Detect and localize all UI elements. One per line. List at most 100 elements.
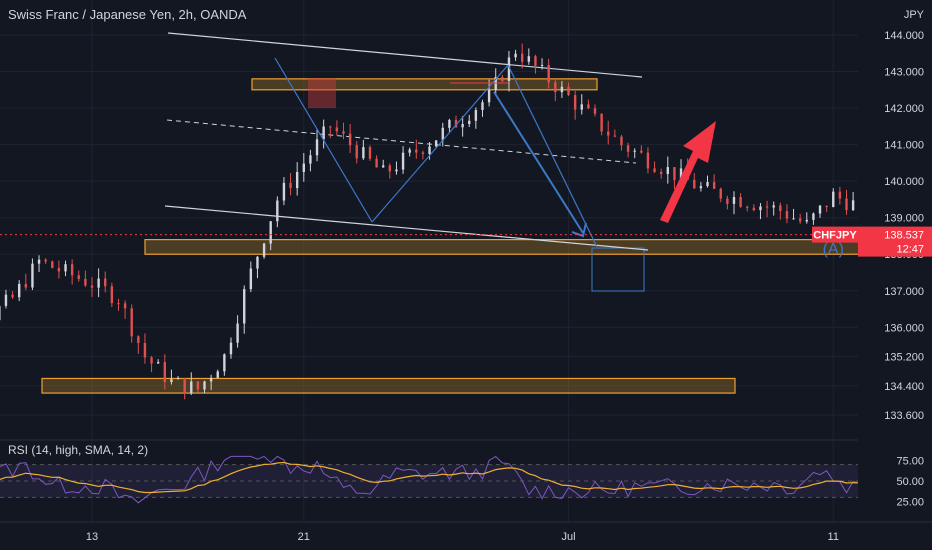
candle-body — [547, 64, 550, 83]
candle-body — [0, 305, 1, 321]
candle-body — [600, 113, 603, 132]
candle-body — [84, 278, 87, 286]
candle-body — [209, 377, 213, 382]
candle-body — [739, 197, 742, 207]
supply-box — [308, 78, 336, 108]
candle-body — [382, 165, 385, 168]
candle-body — [375, 158, 378, 168]
candle-body — [653, 168, 656, 172]
candle-body — [712, 182, 716, 189]
annotations: (A)(B)(C)78% — [274, 57, 844, 258]
price-axis-unit: JPY — [904, 9, 925, 21]
candle-body — [759, 206, 762, 211]
candle-body — [216, 371, 219, 378]
price-tick-label: 140.000 — [884, 176, 924, 188]
candle-body — [673, 167, 676, 180]
candle-body — [607, 131, 610, 136]
candle-body — [567, 86, 570, 96]
candle-body — [262, 243, 266, 257]
candle-body — [851, 200, 855, 211]
candle-body — [580, 104, 583, 110]
candle-body — [130, 308, 133, 337]
candle-body — [421, 152, 425, 155]
time-tick-label: Jul — [561, 531, 575, 543]
price-tag-value: 138.537 — [884, 230, 924, 242]
candle-body — [726, 198, 729, 204]
candle-body — [11, 294, 14, 298]
candle-body — [554, 82, 557, 93]
price-tick-label: 141.000 — [884, 140, 924, 152]
candle-body — [587, 104, 590, 109]
candle-body — [137, 336, 140, 343]
candle-body — [434, 140, 438, 147]
rsi-line — [0, 455, 932, 504]
candle-body — [474, 109, 478, 121]
candle-body — [51, 261, 54, 268]
candle-body — [613, 135, 617, 137]
candle-body — [77, 275, 80, 279]
candle-body — [176, 377, 180, 380]
candle-body — [520, 53, 524, 62]
candle-body — [37, 259, 41, 264]
price-axis-bg — [858, 0, 932, 550]
candle-body — [24, 283, 28, 288]
candle-body — [329, 126, 332, 128]
candle-body — [633, 150, 636, 152]
candle-body — [64, 264, 67, 272]
candle-body — [825, 205, 828, 208]
candle-body — [269, 221, 272, 244]
candle-body — [236, 323, 239, 343]
candle-body — [481, 102, 484, 110]
price-tag-countdown: 12:47 — [896, 244, 924, 256]
candle-body — [448, 119, 451, 128]
price-tick-label: 136.000 — [884, 322, 924, 334]
candle-body — [368, 147, 372, 159]
bullish-arrow — [660, 121, 716, 223]
candle-body — [256, 256, 259, 269]
candle-body — [640, 150, 643, 153]
rsi-tick-label: 50.00 — [896, 476, 924, 488]
candle-body — [44, 259, 47, 262]
price-tag-bg — [858, 226, 932, 257]
candle-body — [110, 286, 114, 304]
candle-body — [229, 342, 233, 355]
candle-body — [395, 169, 398, 172]
candle-body — [203, 381, 206, 390]
rsi-tick-label: 25.00 — [896, 497, 924, 509]
candle-body — [693, 179, 696, 189]
candle-body — [666, 167, 670, 175]
candle-body — [97, 278, 100, 288]
candle-body — [309, 155, 312, 164]
candle-body — [746, 206, 749, 208]
candle-body — [679, 168, 683, 180]
zones — [41, 78, 932, 394]
candle-body — [163, 362, 167, 383]
candle-body — [428, 146, 431, 155]
rsi-title: RSI (14, high, SMA, 14, 2) — [8, 443, 149, 457]
candle-body — [401, 152, 405, 170]
support-resistance-zone — [41, 377, 736, 394]
candle-body — [190, 381, 193, 394]
candle-body — [441, 127, 444, 141]
candle-body — [514, 53, 517, 58]
support-resistance-zone — [251, 78, 598, 91]
candle-body — [805, 219, 808, 222]
candle-body — [295, 172, 299, 189]
candle-body — [342, 131, 345, 134]
candle-body — [335, 127, 339, 132]
candle-body — [540, 64, 544, 66]
symbol-tag-bg — [812, 226, 858, 243]
grid — [0, 0, 858, 522]
wave-leg — [274, 57, 373, 223]
candle-body — [196, 381, 200, 390]
candle-body — [302, 163, 305, 173]
candle-body — [501, 77, 504, 81]
rsi-ma-line — [0, 461, 932, 494]
candle-body — [765, 206, 769, 208]
candle-body — [620, 136, 623, 146]
rsi-panel — [0, 439, 932, 504]
candle-body — [573, 95, 577, 110]
candle-body — [454, 119, 458, 128]
